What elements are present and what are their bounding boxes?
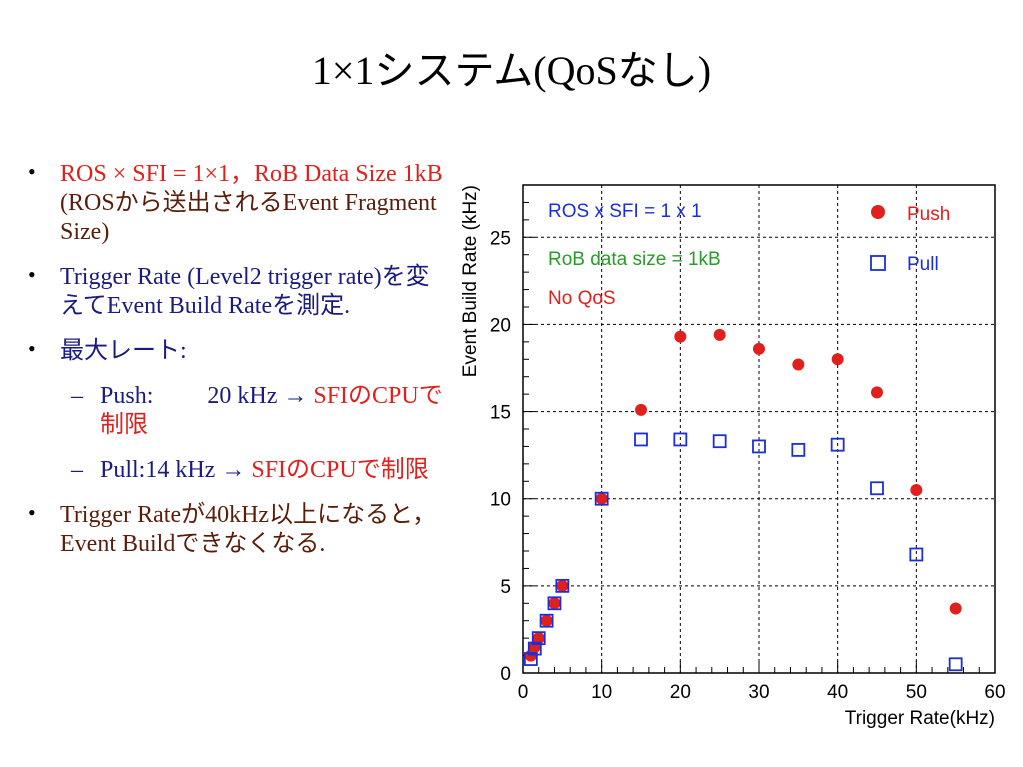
- pull-point: [539, 613, 554, 628]
- pull-point: [870, 481, 884, 496]
- pull-point: [527, 641, 542, 656]
- bullet-max-rate: • 最大レート:: [28, 336, 448, 366]
- bullet-list: • ROS × SFI = 1×1，RoB Data Size 1kB (ROS…: [28, 159, 448, 575]
- push-point: [753, 342, 765, 355]
- push-point: [713, 328, 726, 341]
- push-point: [595, 492, 608, 505]
- max-rate-text: 最大レート:: [60, 338, 187, 364]
- event-build-rate-chart: 0 10 20 30 40 50 60 0 5 10 15 20 25 ROS x SFI = 1 x …: [450, 170, 1010, 755]
- x-tick-label: 50: [906, 682, 927, 703]
- push-point: [871, 386, 883, 399]
- sub-bullet-dash: –: [71, 457, 83, 483]
- sub-bullet-pull: – Pull:14 kHz → SFIのCPUで制限: [28, 456, 448, 485]
- push-point: [556, 579, 569, 592]
- pull-point: [531, 631, 546, 646]
- pull-point: [830, 437, 845, 452]
- bullet-method: • Trigger Rate (Level2 trigger rate)を変えて…: [28, 262, 448, 321]
- annotation-qos: No QoS: [548, 288, 616, 309]
- push-limit-text: SFIのCPUで制限: [100, 383, 443, 438]
- pull-point: [752, 439, 766, 454]
- y-tick-label: 20: [490, 315, 511, 336]
- pull-limit-text: SFIのCPUで制限: [251, 457, 429, 483]
- y-tick-label: 5: [500, 577, 511, 598]
- pull-point: [555, 578, 570, 593]
- pull-point: [523, 652, 538, 666]
- y-tick-label: 10: [490, 490, 511, 511]
- pull-point: [791, 443, 806, 457]
- bullet-conclusion: • Trigger Rateが40kHz以上になると，Event Buildでき…: [28, 500, 448, 559]
- bullet-config: • ROS × SFI = 1×1，RoB Data Size 1kB (ROS…: [28, 159, 448, 247]
- x-axis-label: Trigger Rate(kHz): [845, 708, 995, 729]
- config-note: (ROSから送出されるEvent Fragment Size): [60, 190, 437, 245]
- slide-title: 1×1システム(QoSなし): [311, 48, 712, 93]
- bullet-dot: •: [28, 500, 36, 525]
- pull-point: [948, 657, 963, 672]
- legend-pull-label: Pull: [907, 254, 939, 275]
- sub-bullet-dash: –: [71, 383, 83, 409]
- sub-bullet-push: – Push: 20 kHz → SFIのCPUで制限: [28, 382, 448, 440]
- push-point: [674, 330, 687, 343]
- pull-rate-text: Pull:14 kHz →: [100, 457, 252, 483]
- push-point: [548, 597, 561, 610]
- x-tick-label: 30: [748, 682, 769, 703]
- push-point: [540, 614, 553, 627]
- x-tick-label: 0: [518, 682, 529, 703]
- y-axis-label: Event Build Rate (kHz): [460, 185, 481, 377]
- pull-point: [909, 547, 924, 562]
- push-point: [792, 358, 805, 371]
- legend-push-label: Push: [907, 204, 950, 225]
- pull-point: [594, 491, 609, 506]
- x-tick-label: 60: [984, 682, 1005, 703]
- x-tick-label: 20: [670, 682, 691, 703]
- annotation-rob-size: RoB data size = 1kB: [548, 249, 721, 270]
- x-tick-label: 10: [591, 682, 612, 703]
- push-rate-text: Push: 20 kHz →: [100, 383, 314, 409]
- pull-point: [712, 434, 727, 449]
- annotation-config: ROS x SFI = 1 x 1: [548, 201, 702, 222]
- x-tick-label: 40: [827, 682, 848, 703]
- y-tick-label: 15: [490, 403, 511, 424]
- axis-ticks: 0 10 20 30 40 50 60 0 5 10 15 20 25: [490, 201, 1006, 703]
- push-point: [635, 403, 647, 416]
- data-marks: [523, 328, 963, 672]
- pull-point: [634, 432, 648, 447]
- bullet-dot: •: [28, 262, 36, 287]
- config-text: ROS × SFI = 1×1，RoB Data Size 1kB: [60, 161, 443, 187]
- push-point: [949, 602, 962, 615]
- push-point: [831, 353, 844, 366]
- bullet-dot: •: [28, 336, 36, 361]
- y-tick-label: 25: [490, 228, 511, 249]
- y-tick-label: 0: [500, 664, 511, 685]
- push-point: [910, 484, 923, 496]
- chart-svg: 0 10 20 30 40 50 60 0 5 10 15 20 25 ROS x SFI = 1 x …: [460, 184, 1006, 729]
- conclusion-text: Trigger Rateが40kHz以上になると，Event Buildできなく…: [60, 502, 437, 557]
- method-text: Trigger Rate (Level2 trigger rate)を変えてEv…: [60, 264, 430, 319]
- pull-point: [547, 596, 562, 611]
- legend-pull-marker: [870, 255, 886, 271]
- push-point: [532, 632, 545, 645]
- pull-point: [673, 432, 688, 447]
- legend: Push Pull: [870, 204, 950, 275]
- legend-push-marker: [871, 205, 885, 219]
- bullet-dot: •: [28, 159, 36, 184]
